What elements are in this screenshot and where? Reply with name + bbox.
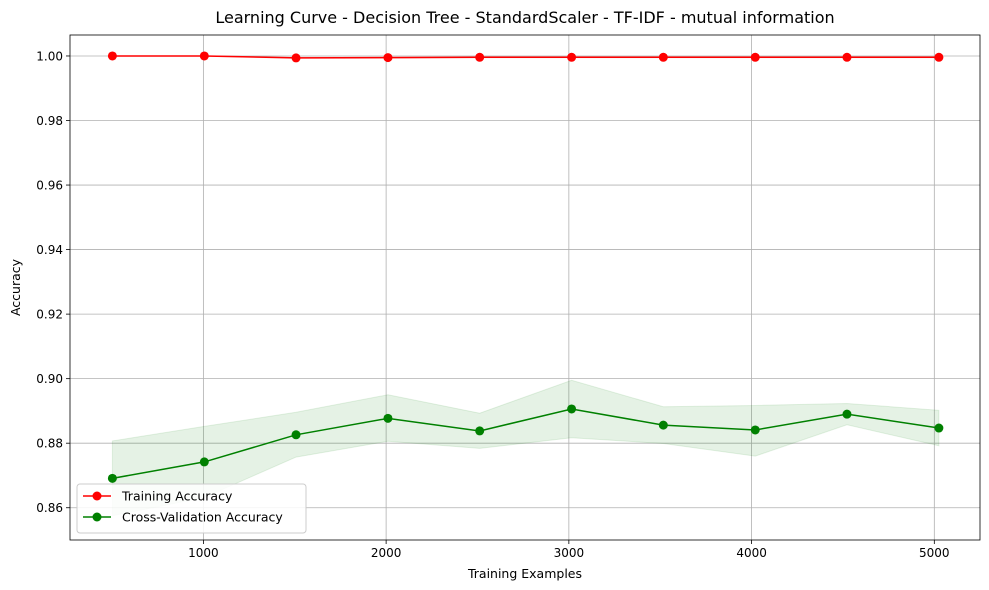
training-line xyxy=(112,55,939,59)
y-tick-label: 0.90 xyxy=(36,372,63,386)
legend-box xyxy=(76,483,307,534)
series-markers xyxy=(107,51,944,483)
cv-line xyxy=(112,408,939,480)
x-tick-label: 5000 xyxy=(919,546,950,560)
plot-frame xyxy=(69,34,981,541)
cv-point xyxy=(934,423,944,433)
chart-title: Learning Curve - Decision Tree - Standar… xyxy=(215,8,834,27)
legend-training-label: Training Accuracy xyxy=(121,489,233,504)
y-tick-label: 0.88 xyxy=(36,437,63,451)
grid-lines xyxy=(70,35,980,540)
training-point xyxy=(475,52,485,62)
training-point xyxy=(199,51,209,61)
cv-point xyxy=(199,457,209,467)
cv-point xyxy=(750,425,760,435)
y-tick-label: 0.94 xyxy=(36,243,63,257)
cv-point xyxy=(107,473,117,483)
cv-point xyxy=(383,413,393,423)
training-point xyxy=(383,53,393,63)
training-point xyxy=(750,52,760,62)
y-axis-label: Accuracy xyxy=(8,258,23,316)
y-tick-label: 0.86 xyxy=(36,501,63,515)
legend-cv-marker xyxy=(92,512,102,522)
training-point xyxy=(658,52,668,62)
legend: Training Accuracy Cross-Validation Accur… xyxy=(76,483,307,534)
cv-point xyxy=(291,430,301,440)
cv-point xyxy=(842,409,852,419)
x-tick-label: 4000 xyxy=(736,546,767,560)
cv-point xyxy=(567,404,577,414)
cv-point xyxy=(658,420,668,430)
x-tick-label: 2000 xyxy=(371,546,402,560)
y-tick-label: 0.98 xyxy=(36,114,63,128)
training-point xyxy=(291,53,301,63)
cv-point xyxy=(475,426,485,436)
series-lines xyxy=(112,55,939,480)
y-tick-label: 0.92 xyxy=(36,308,63,322)
training-point xyxy=(842,52,852,62)
y-tick-label: 1.00 xyxy=(36,49,63,63)
x-axis-ticks: 1000 2000 3000 4000 5000 xyxy=(188,540,950,560)
training-point xyxy=(567,52,577,62)
cv-std-band xyxy=(111,379,940,517)
y-axis-ticks: 0.86 0.88 0.90 0.92 0.94 0.96 0.98 1.00 xyxy=(36,49,70,515)
training-point xyxy=(934,52,944,62)
x-axis-label: Training Examples xyxy=(467,566,582,581)
x-tick-label: 3000 xyxy=(554,546,585,560)
training-point xyxy=(107,51,117,61)
y-tick-label: 0.96 xyxy=(36,179,63,193)
x-tick-label: 1000 xyxy=(188,546,219,560)
legend-training-marker xyxy=(92,491,102,501)
legend-cv-label: Cross-Validation Accuracy xyxy=(122,510,283,525)
